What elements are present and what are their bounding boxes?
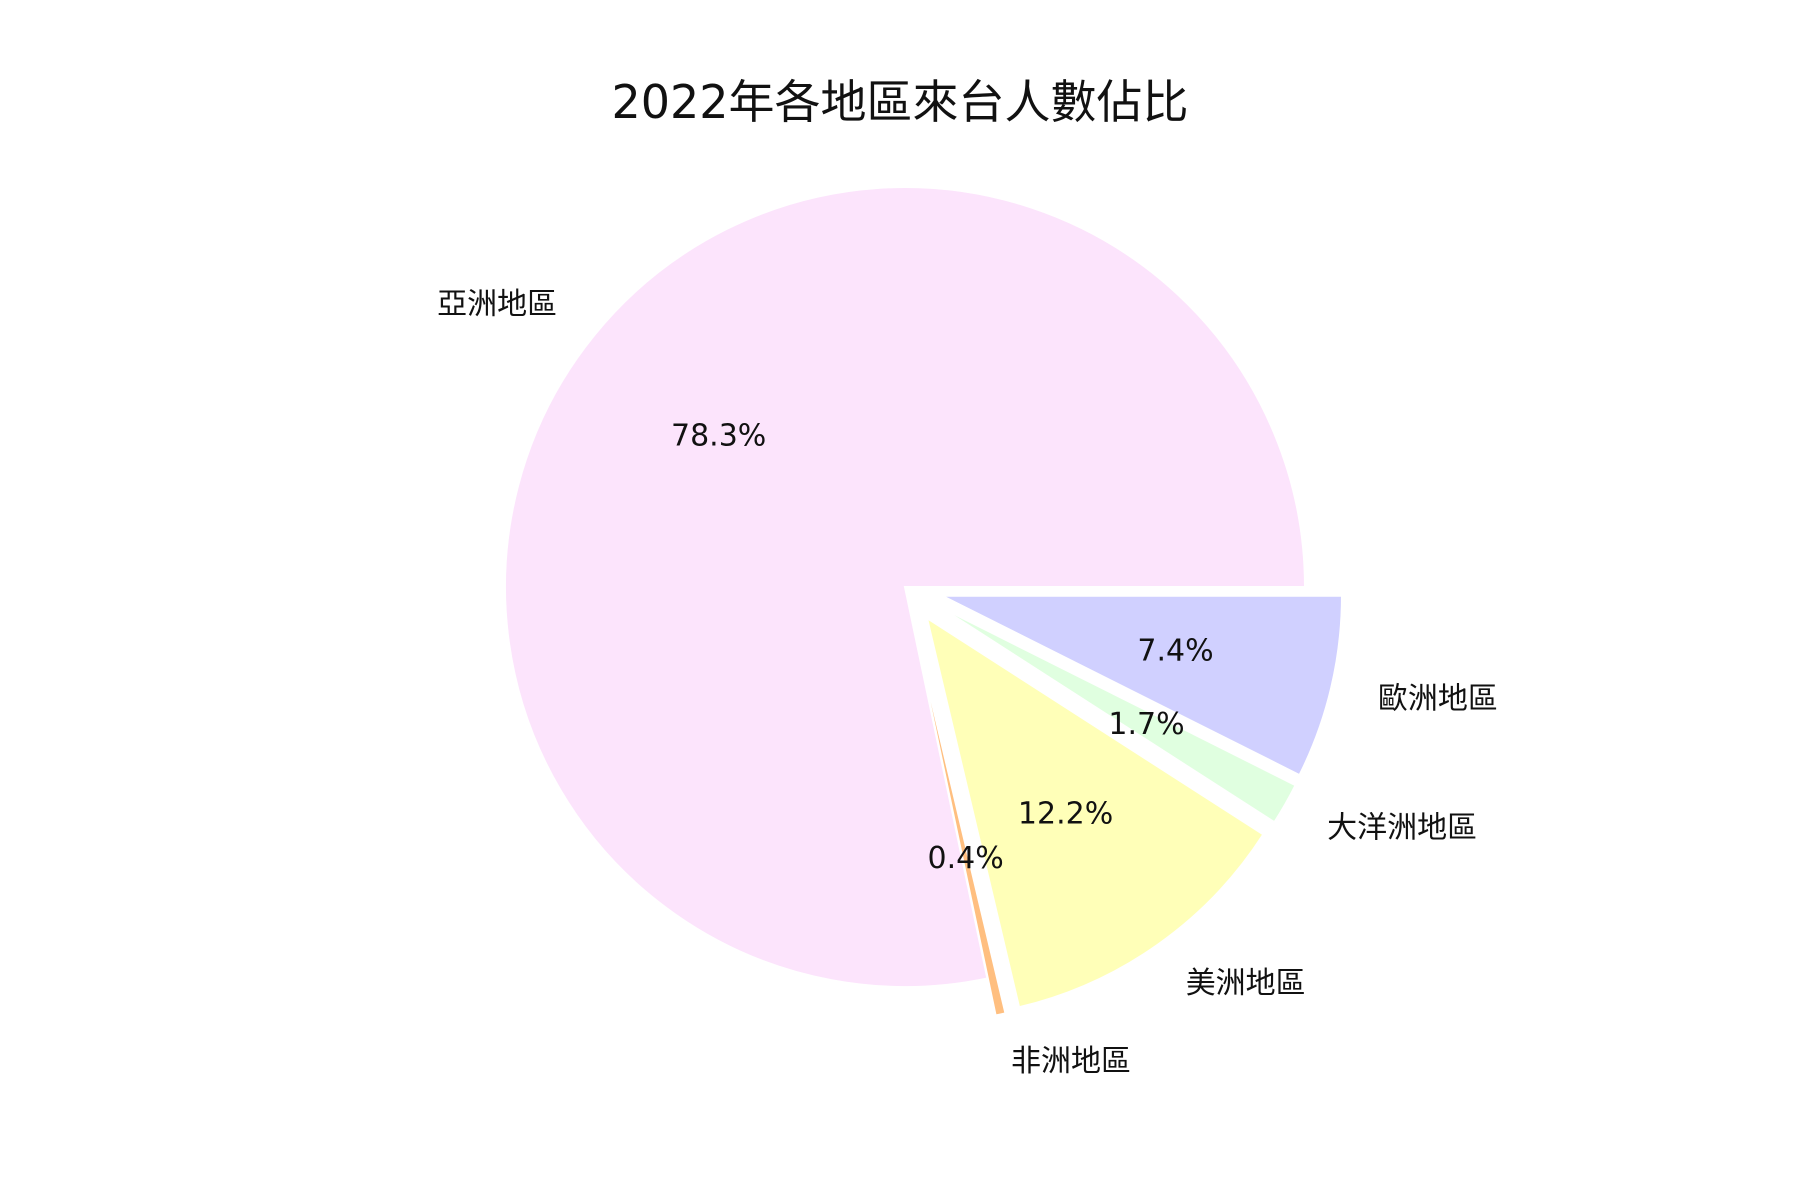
- percent-label-asia: 78.3%: [671, 418, 766, 453]
- pie-slice-asia: [504, 185, 1307, 988]
- percent-label-africa: 0.4%: [928, 841, 1004, 876]
- slice-label-oceania: 大洋洲地區: [1327, 810, 1477, 845]
- chart-title: 2022年各地區來台人數佔比: [611, 75, 1188, 129]
- pie-slice-europe: [941, 594, 1343, 777]
- pie-slices: [504, 185, 1343, 1017]
- slice-label-africa: 非洲地區: [1011, 1044, 1131, 1079]
- pie-labels: 7.4% 歐洲地區 1.7% 大洋洲地區 12.2% 美洲地區 0.4% 非洲地區 78.3% 亞…: [437, 287, 1498, 1079]
- pie-slice-oceania: [937, 604, 1297, 824]
- percent-label-oceania: 1.7%: [1108, 707, 1184, 742]
- slice-label-asia: 亞洲地區: [437, 287, 557, 322]
- pie-slice-africa: [912, 623, 1007, 1017]
- percent-label-americas: 12.2%: [1018, 796, 1113, 831]
- percent-label-europe: 7.4%: [1137, 634, 1213, 669]
- pie-slice-americas: [925, 615, 1265, 1009]
- slice-label-europe: 歐洲地區: [1378, 681, 1498, 716]
- slice-label-americas: 美洲地區: [1186, 966, 1306, 1001]
